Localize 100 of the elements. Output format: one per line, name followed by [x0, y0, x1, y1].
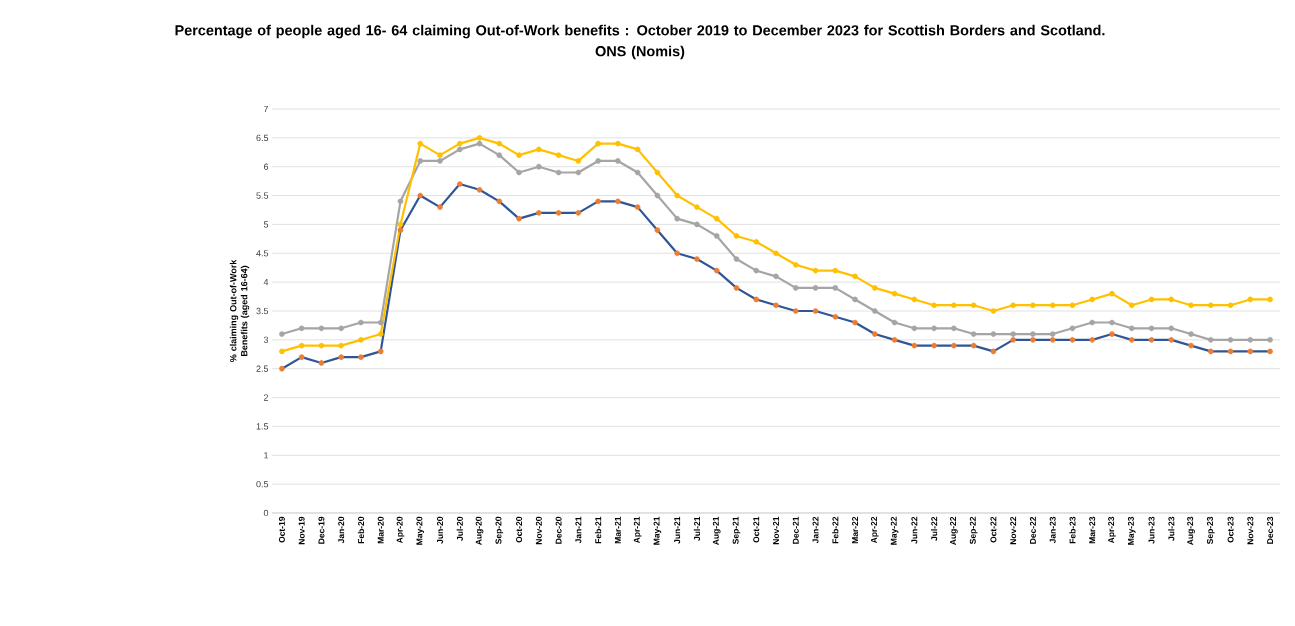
point	[1267, 337, 1273, 343]
point	[377, 319, 384, 326]
point	[1148, 296, 1155, 303]
point	[417, 158, 424, 164]
point	[595, 140, 601, 147]
y-tick-label: 6	[263, 163, 269, 170]
point	[753, 267, 760, 274]
x-tick-label: Jan-21	[575, 516, 582, 544]
point	[694, 204, 700, 210]
x-tick-label: Oct-22	[990, 516, 997, 543]
point	[397, 198, 404, 205]
point	[279, 331, 285, 337]
x-tick-label: Sep-20	[495, 516, 504, 545]
point	[516, 152, 522, 158]
y-tick-label: 1	[264, 452, 269, 459]
point	[1010, 302, 1016, 309]
point	[536, 146, 542, 153]
x-tick-label: Oct-21	[753, 516, 760, 543]
point	[615, 158, 621, 164]
point	[931, 325, 937, 332]
point	[792, 308, 799, 314]
point	[1247, 348, 1254, 355]
point	[1049, 337, 1056, 343]
point	[496, 140, 503, 147]
point	[911, 342, 918, 349]
y-tick-label: 2	[263, 394, 269, 401]
point	[555, 210, 562, 216]
x-tick-label: Oct-20	[516, 516, 523, 543]
point	[1049, 302, 1056, 309]
point	[298, 354, 305, 360]
point	[417, 192, 424, 199]
y-tick-label: 2.5	[256, 365, 269, 372]
point	[516, 169, 522, 176]
point	[792, 262, 799, 268]
point	[773, 250, 779, 257]
point	[318, 360, 325, 366]
point	[951, 342, 957, 349]
x-tick-label: Sep-21	[732, 516, 741, 545]
y-tick-label: 7	[263, 105, 269, 113]
point	[872, 285, 878, 291]
x-tick-label: Oct-19	[278, 516, 285, 543]
point	[931, 302, 937, 309]
point	[575, 169, 582, 176]
point	[615, 198, 621, 205]
point	[555, 169, 562, 176]
point	[792, 285, 799, 291]
y-tick-label: 0.5	[256, 480, 269, 488]
x-tick-label: Jun-20	[437, 516, 443, 544]
point	[1148, 337, 1155, 343]
point	[713, 267, 720, 274]
x-tick-label: Apr-20	[396, 516, 405, 544]
point	[1168, 296, 1175, 303]
point	[1030, 331, 1036, 337]
point	[852, 296, 858, 303]
point	[1188, 302, 1194, 309]
point	[338, 354, 344, 360]
point	[1069, 337, 1076, 343]
point	[773, 273, 779, 280]
x-tick-label: Nov-21	[773, 516, 779, 545]
point	[1089, 296, 1096, 303]
x-tick-label: Jun-21	[674, 516, 681, 544]
point	[279, 365, 285, 372]
point	[654, 192, 661, 199]
point	[773, 302, 779, 309]
x-tick-label: Feb-20	[357, 516, 365, 544]
point	[812, 308, 819, 314]
point	[536, 210, 542, 216]
point	[1010, 331, 1016, 337]
point	[1128, 325, 1135, 332]
point	[733, 256, 740, 262]
x-tick-label: Mar-21	[614, 516, 621, 544]
point	[555, 152, 562, 158]
y-tick-label: 0	[263, 509, 269, 517]
point	[753, 296, 760, 303]
point	[911, 296, 918, 303]
point	[1227, 337, 1234, 343]
point	[1247, 296, 1254, 303]
point	[1208, 302, 1214, 309]
point	[812, 267, 819, 274]
x-tick-label: Jan-20	[338, 516, 345, 544]
point	[1010, 337, 1016, 343]
x-tick-label: Nov-22	[1010, 516, 1017, 545]
point	[358, 354, 364, 360]
point	[298, 325, 305, 332]
point	[377, 331, 384, 337]
x-tick-label: Apr-21	[633, 516, 642, 544]
point	[634, 169, 641, 176]
point	[338, 342, 344, 349]
point	[476, 187, 483, 193]
point	[970, 342, 977, 349]
point	[753, 238, 760, 245]
y-tick-label: 6.5	[256, 134, 269, 142]
point	[279, 348, 285, 355]
point	[397, 227, 404, 233]
point	[951, 325, 957, 332]
point	[1089, 319, 1096, 326]
point	[615, 140, 621, 147]
x-tick-label: Jul-21	[693, 516, 701, 541]
point	[377, 348, 384, 355]
point	[634, 204, 641, 210]
